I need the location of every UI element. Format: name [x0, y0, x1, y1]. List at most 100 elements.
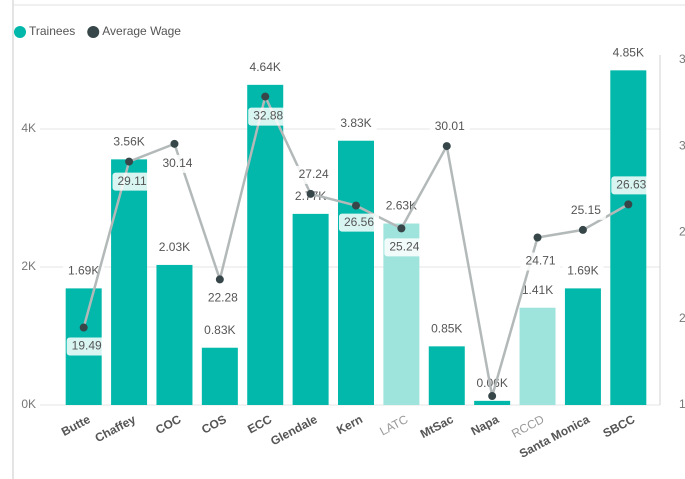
wage-value-label: 27.24	[299, 167, 329, 181]
wage-value-label: 25.24	[389, 240, 419, 254]
wage-value-label: 29.11	[118, 174, 147, 188]
bar	[519, 307, 556, 405]
wage-value-label-bg	[293, 165, 334, 184]
wage-value-label-group: 30.01	[429, 118, 470, 137]
bar	[111, 159, 148, 405]
y2-tick-label: 15	[679, 397, 685, 411]
bar-value-label-group: 4.64K	[244, 58, 286, 77]
x-tick-label: Kern	[334, 412, 365, 437]
bar-value-label-group: 1.69K	[562, 262, 604, 281]
wage-value-label: 30.14	[162, 156, 192, 170]
y2-tick-label: 20	[679, 311, 685, 325]
wage-point	[215, 275, 224, 284]
bar	[247, 84, 284, 405]
bar-value-label: 2.63K	[386, 199, 417, 213]
wage-value-label-bg	[520, 252, 561, 271]
x-tick-label: Chaffey	[93, 412, 139, 445]
legend: Trainees Average Wage	[14, 24, 181, 38]
wage-point	[170, 139, 179, 148]
wage-value-label-bg	[611, 176, 652, 195]
x-tick-label: LATC	[377, 412, 410, 439]
legend-label: Trainees	[29, 24, 75, 38]
wage-value-label-bg	[202, 289, 243, 308]
bar	[201, 347, 238, 405]
bar-value-label-bg	[426, 320, 468, 339]
wage-point	[397, 224, 406, 233]
wage-value-label-group: 22.28	[202, 289, 243, 308]
bar-value-label-bg	[199, 321, 241, 340]
bar-value-label: 0.06K	[476, 376, 507, 390]
wage-value-label-group: 29.11	[112, 172, 152, 191]
y2-tick-label: 25	[679, 225, 685, 239]
wage-value-label-bg	[248, 107, 289, 126]
wage-value-label-bg	[565, 201, 606, 220]
bar	[610, 70, 647, 405]
bar-value-label-bg	[244, 58, 286, 77]
bar-value-label: 0.83K	[204, 323, 235, 337]
x-tick-label: COC	[153, 412, 183, 437]
bar	[156, 264, 193, 405]
wage-value-label-bg	[338, 213, 380, 232]
bar-value-label-bg	[471, 374, 513, 393]
x-tick-label: Napa	[469, 412, 502, 438]
wage-value-label: 24.71	[526, 254, 556, 268]
wage-point	[442, 142, 451, 151]
wage-value-label: 32.88	[253, 109, 283, 123]
wage-value-label-bg	[112, 172, 152, 191]
wage-value-label-group: 27.24	[293, 165, 334, 184]
bar-value-label: 1.69K	[567, 264, 598, 278]
wage-point	[533, 233, 542, 242]
y2-tick-label: 35	[679, 52, 685, 66]
bar-value-label-group: 1.41K	[516, 281, 559, 300]
wage-value-label: 26.63	[616, 178, 646, 192]
legend-label: Average Wage	[102, 24, 181, 38]
bar-value-label-bg	[335, 114, 377, 133]
x-tick-label: Butte	[59, 412, 93, 439]
y-tick-label: 0K	[21, 397, 36, 411]
x-tick-label: Glendale	[268, 412, 320, 448]
legend-marker	[87, 26, 100, 38]
wage-value-label-group: 26.63	[611, 176, 652, 195]
wage-value-label-bg	[384, 238, 425, 257]
bar-value-label-group: 1.69K	[63, 262, 105, 281]
bar-value-label-group: 0.85K	[426, 320, 468, 339]
bar-value-label-bg	[562, 262, 604, 281]
wage-point	[488, 392, 497, 401]
bar-value-label-group: 3.56K	[108, 133, 150, 152]
bar	[428, 346, 465, 405]
bar-value-label: 3.83K	[340, 116, 371, 130]
bar-value-label: 3.56K	[113, 135, 144, 149]
x-tick-label: ECC	[245, 412, 274, 436]
bar-value-label-group: 2.03K	[153, 238, 196, 257]
legend-marker	[14, 26, 26, 38]
wage-value-label: 26.56	[344, 215, 374, 229]
bar-value-label-bg	[516, 281, 559, 300]
bar-value-label-bg	[153, 238, 196, 257]
wage-point	[578, 225, 587, 234]
x-tick-label: MtSac	[418, 412, 456, 441]
wage-point	[624, 200, 633, 209]
wage-point	[125, 157, 134, 166]
y2-tick-label: 30	[679, 138, 685, 152]
x-tick-label: COS	[199, 412, 229, 437]
bar-value-label: 1.69K	[68, 264, 99, 278]
wage-value-label-group: 19.49	[66, 337, 107, 356]
wage-point	[352, 201, 360, 210]
wage-value-label-group: 24.71	[520, 252, 561, 271]
bar-value-label-bg	[607, 44, 649, 63]
bar-value-label-group: 3.83K	[335, 114, 377, 133]
bar-value-label: 4.64K	[250, 60, 281, 74]
bar	[564, 288, 601, 405]
wage-value-label-group: 30.14	[157, 154, 198, 173]
bar	[338, 140, 374, 406]
wage-point	[306, 189, 315, 198]
y-tick-label: 2K	[21, 259, 36, 273]
wage-value-label: 30.01	[435, 119, 465, 133]
bar	[474, 400, 511, 405]
bar-value-label-group: 0.83K	[199, 321, 241, 340]
bar-value-label: 0.85K	[431, 322, 462, 336]
bar-value-label-group: 4.85K	[607, 44, 649, 63]
y-tick-label: 4K	[21, 121, 36, 135]
x-tick-label: SBCC	[601, 412, 638, 440]
wage-value-label-bg	[429, 118, 470, 137]
